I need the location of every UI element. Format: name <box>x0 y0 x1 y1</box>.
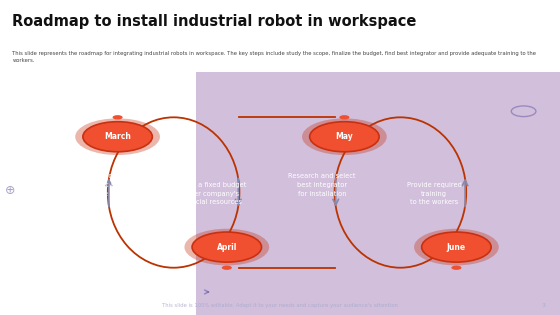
Circle shape <box>113 115 123 119</box>
Text: ⊕: ⊕ <box>5 184 15 197</box>
Text: 3: 3 <box>542 303 546 308</box>
Text: This slide represents the roadmap for integrating industrial robots in workspace: This slide represents the roadmap for in… <box>12 51 536 63</box>
Text: Decide a fixed budget
as per company's
financial resources: Decide a fixed budget as per company's f… <box>173 182 247 205</box>
Circle shape <box>184 229 269 266</box>
Circle shape <box>422 232 491 262</box>
Text: June: June <box>447 243 466 252</box>
Circle shape <box>310 122 379 152</box>
Text: Provide required
training
to the workers: Provide required training to the workers <box>407 182 461 205</box>
Circle shape <box>222 266 232 270</box>
Circle shape <box>192 232 262 262</box>
Circle shape <box>339 115 349 119</box>
Text: Study the scope of
the project and
finalize the goal: Study the scope of the project and final… <box>67 174 129 197</box>
Circle shape <box>414 229 499 266</box>
Text: April: April <box>217 243 237 252</box>
FancyBboxPatch shape <box>196 72 560 315</box>
Circle shape <box>83 122 152 152</box>
Text: This slide is 100% editable. Adapt it to your needs and capture your audience's : This slide is 100% editable. Adapt it to… <box>162 303 398 308</box>
Text: Research and select
best integrator
for installation: Research and select best integrator for … <box>288 174 356 197</box>
Circle shape <box>451 266 461 270</box>
Text: March: March <box>104 132 131 141</box>
Circle shape <box>75 118 160 155</box>
Circle shape <box>302 118 387 155</box>
Text: Roadmap to install industrial robot in workspace: Roadmap to install industrial robot in w… <box>12 14 417 29</box>
Text: May: May <box>335 132 353 141</box>
